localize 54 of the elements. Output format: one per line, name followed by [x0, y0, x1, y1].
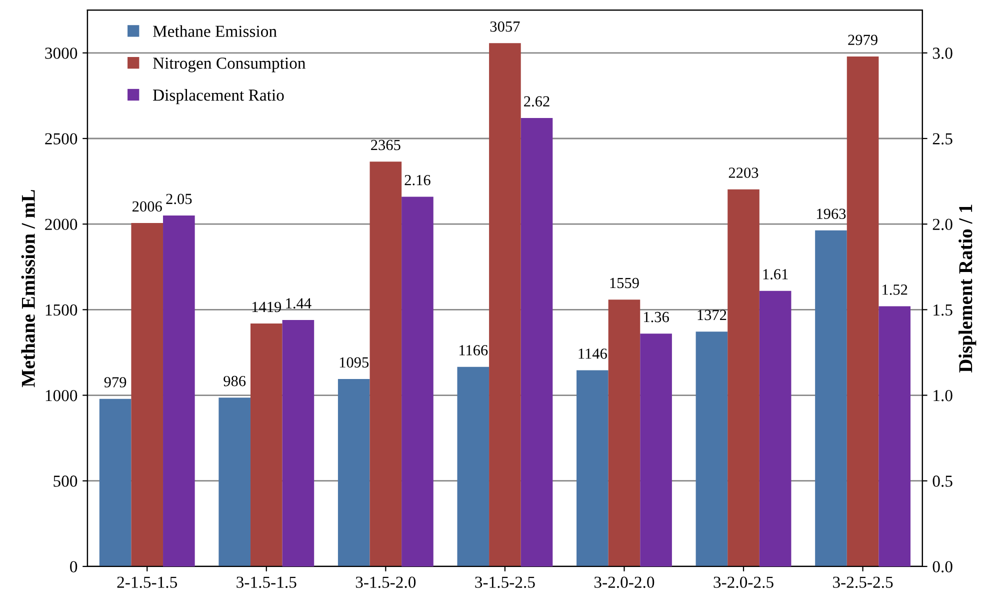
y-tick-label: 1000	[46, 390, 78, 402]
data-label: 1419	[252, 302, 282, 312]
data-label: 2979	[848, 34, 878, 46]
data-label: 986	[224, 376, 246, 386]
data-label: 2006	[132, 201, 162, 212]
y-axis-title: Methane Emission / mL	[21, 190, 35, 388]
y2-tick-label: 0.0	[932, 561, 952, 572]
bar	[218, 398, 250, 566]
y-tick-label: 1500	[46, 304, 78, 316]
x-tick-label: 3-2.0-2.0	[594, 576, 654, 588]
bar	[99, 398, 132, 566]
y2-tick-label: 2.0	[932, 218, 952, 230]
x-tick-label: 3-1.5-2.5	[475, 576, 535, 588]
bar	[815, 230, 847, 566]
data-label: 2.62	[524, 96, 550, 107]
legend-label: Displacement Ratio	[153, 89, 284, 104]
y2-tick-label: 3.0	[932, 48, 952, 59]
x-tick-label: 3-1.5-2.0	[356, 576, 416, 588]
x-tick-label: 3-1.5-1.5	[236, 576, 296, 588]
bar	[576, 370, 608, 566]
data-label: 2.05	[166, 194, 192, 204]
bar	[338, 379, 370, 566]
bar	[457, 366, 490, 566]
data-label: 1.44	[286, 298, 312, 309]
x-tick-label: 3-2.5-2.5	[833, 576, 893, 588]
data-label: 1095	[340, 357, 369, 368]
data-label: 1.52	[882, 284, 908, 295]
y-tick-label: 0	[70, 561, 78, 572]
data-label: 2.16	[404, 174, 430, 186]
y-tick-label: 2000	[45, 218, 78, 230]
y2-axis-title: Displement Ratio / 1	[958, 204, 976, 372]
data-label: 3057	[490, 21, 520, 32]
data-label: 1.36	[644, 312, 669, 322]
data-label: 2203	[728, 168, 758, 178]
y-tick-label: 2500	[45, 133, 78, 144]
x-tick-label: 2-1.5-1.5	[117, 576, 178, 588]
data-label: 1963	[817, 208, 846, 219]
bar	[696, 332, 728, 566]
y2-tick-label: 1.0	[934, 390, 952, 402]
data-label: 1166	[459, 345, 488, 356]
data-label: 1559	[610, 278, 639, 288]
x-tick-label: 3-2.0-2.5	[714, 576, 774, 588]
data-label: 1.61	[763, 269, 788, 280]
y2-tick-label: 2.5	[932, 133, 952, 145]
legend-label: Nitrogen Consumption	[153, 58, 306, 72]
y-tick-label: 500	[54, 476, 78, 487]
data-label: 979	[104, 377, 126, 388]
legend-label: Methane Emission	[153, 25, 277, 37]
y-tick-label: 3000	[45, 48, 78, 59]
y2-tick-label: 0.5	[932, 476, 952, 487]
data-label: 1146	[578, 348, 607, 359]
data-label: 1372	[698, 310, 726, 320]
data-label: 2365	[371, 140, 400, 150]
y2-tick-label: 1.5	[934, 304, 952, 316]
